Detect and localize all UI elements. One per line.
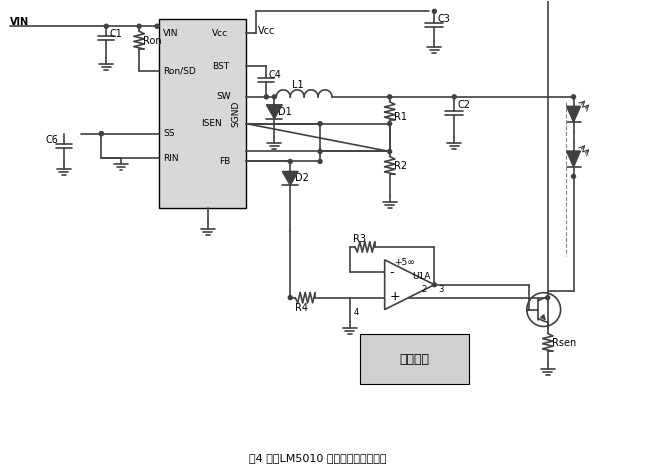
Circle shape [572, 174, 576, 179]
Circle shape [265, 95, 268, 99]
Text: R4: R4 [295, 302, 308, 313]
Text: Vcc: Vcc [259, 26, 276, 36]
Text: +: + [390, 290, 400, 303]
Circle shape [137, 24, 141, 28]
Text: VIN: VIN [10, 17, 29, 27]
Text: D1: D1 [278, 107, 292, 117]
Polygon shape [567, 151, 580, 167]
Bar [360, 334, 469, 384]
Text: FB: FB [218, 157, 230, 166]
Text: R2: R2 [393, 162, 407, 171]
Circle shape [432, 9, 436, 13]
Bar [159, 19, 247, 208]
Polygon shape [282, 171, 298, 185]
Circle shape [545, 296, 549, 300]
Polygon shape [385, 260, 434, 309]
Circle shape [572, 95, 576, 99]
Circle shape [155, 24, 159, 28]
Text: Rsen: Rsen [551, 338, 576, 349]
Circle shape [388, 95, 392, 99]
Polygon shape [266, 105, 282, 119]
Text: VIN: VIN [163, 29, 178, 38]
Text: Ron/SD: Ron/SD [163, 66, 195, 75]
Circle shape [99, 131, 103, 136]
Text: Vcc: Vcc [212, 29, 228, 38]
Text: 4: 4 [354, 308, 359, 317]
Text: 2: 2 [422, 285, 426, 294]
Text: R3: R3 [353, 234, 366, 244]
Text: SS: SS [163, 129, 174, 138]
Circle shape [288, 296, 292, 300]
Text: 3: 3 [438, 285, 443, 294]
Circle shape [318, 160, 322, 163]
Text: U1A: U1A [413, 272, 431, 281]
Text: R1: R1 [393, 112, 407, 122]
Text: C1: C1 [109, 29, 122, 39]
Text: 电流控制: 电流控制 [399, 353, 430, 366]
Text: SGND: SGND [231, 100, 240, 127]
Circle shape [432, 283, 436, 287]
Text: C6: C6 [45, 135, 59, 145]
Text: Ron: Ron [143, 36, 162, 46]
Circle shape [105, 24, 109, 28]
Circle shape [99, 131, 103, 136]
Text: RIN: RIN [163, 154, 178, 163]
Text: +5∞: +5∞ [393, 258, 415, 268]
Circle shape [318, 149, 322, 154]
Circle shape [318, 122, 322, 126]
Circle shape [388, 122, 392, 126]
Circle shape [388, 149, 392, 154]
Text: D2: D2 [295, 173, 309, 183]
Circle shape [272, 95, 276, 99]
Text: C3: C3 [438, 14, 450, 24]
Circle shape [452, 95, 456, 99]
Text: SW: SW [216, 92, 232, 101]
Text: BST: BST [212, 62, 229, 71]
Text: ISEN: ISEN [201, 119, 222, 128]
Text: 图4 使用LM5010 搭建的可变降压电路: 图4 使用LM5010 搭建的可变降压电路 [249, 453, 387, 463]
Text: C2: C2 [457, 100, 470, 110]
Polygon shape [567, 106, 580, 122]
Text: C4: C4 [268, 70, 281, 80]
Circle shape [288, 160, 292, 163]
Text: L1: L1 [292, 80, 304, 90]
Text: -: - [390, 266, 394, 279]
